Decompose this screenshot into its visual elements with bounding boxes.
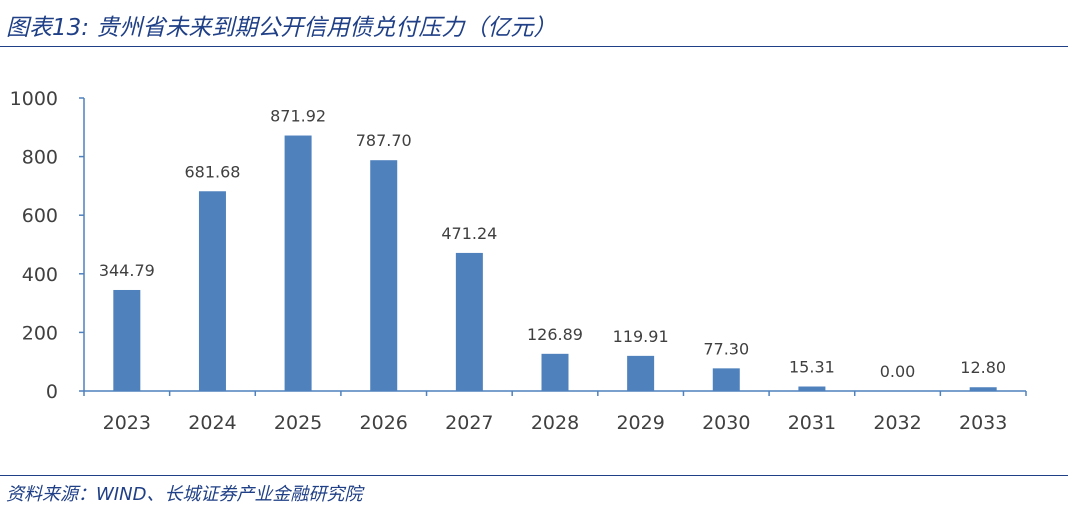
source-divider [0,475,1068,476]
bar-2033 [969,387,997,391]
bar-2031 [798,386,826,391]
bar-2030 [712,368,740,391]
y-tick-label: 600 [22,205,58,227]
x-tick-label-2033: 2033 [959,412,1007,434]
data-label-2032: 0.00 [880,362,916,381]
data-label-2033: 12.80 [960,358,1006,377]
bar-2025 [284,135,312,391]
x-tick-label-2028: 2028 [531,412,579,434]
data-label-2030: 77.30 [703,339,749,358]
data-label-2027: 471.24 [441,224,497,243]
x-tick-label-2032: 2032 [873,412,921,434]
data-label-2026: 787.70 [356,131,412,150]
x-tick-label-2024: 2024 [188,412,236,434]
bar-2026 [370,160,398,391]
title-divider [0,46,1068,47]
data-label-2023: 344.79 [99,261,155,280]
data-label-2031: 15.31 [789,358,835,377]
data-label-2024: 681.68 [184,162,240,181]
data-label-2029: 119.91 [613,327,669,346]
x-tick-label-2029: 2029 [616,412,664,434]
x-tick-label-2026: 2026 [360,412,408,434]
source-note: 资料来源：WIND、长城证券产业金融研究院 [6,484,363,505]
bar-2023 [113,289,141,391]
bar-series: 344.79 681.68 871.92 787.70 471.24 126.89 119.… [99,107,1006,391]
bar-2027 [455,252,483,391]
data-label-2028: 126.89 [527,325,583,344]
x-tick-label-2025: 2025 [274,412,322,434]
bar-2024 [198,191,226,391]
x-axis: 2023 2024 2025 2026 2027 2028 2029 2030 2031 2032… [83,390,1027,434]
data-label-2025: 871.92 [270,107,326,126]
bar-2029 [627,355,655,391]
x-tick-label-2030: 2030 [702,412,750,434]
chart-title: 图表13: 贵州省未来到期公开信用债兑付压力（亿元） [6,15,557,41]
x-tick-label-2023: 2023 [103,412,151,434]
y-tick-label: 200 [22,322,58,344]
x-tick-label-2031: 2031 [788,412,836,434]
y-tick-label: 0 [46,381,58,403]
y-tick-label: 400 [22,264,58,286]
y-tick-label: 800 [22,147,58,169]
y-axis: 0 200 400 600 800 1000 [10,88,85,403]
y-tick-label: 1000 [10,88,58,110]
x-tick-label-2027: 2027 [445,412,493,434]
bar-2028 [541,353,569,391]
